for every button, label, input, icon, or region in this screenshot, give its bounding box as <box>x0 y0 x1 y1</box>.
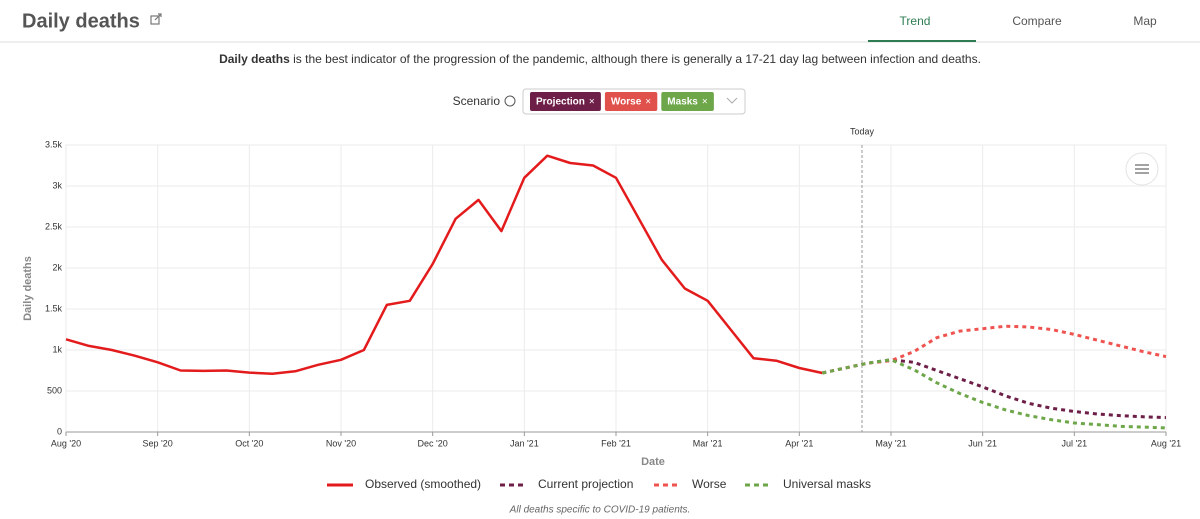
x-tick-label: Dec '20 <box>418 438 448 448</box>
scenario-chip[interactable]: Projection × <box>530 92 601 111</box>
chip-label: Worse <box>611 97 642 108</box>
y-axis-label: Daily deaths <box>22 256 34 321</box>
description-bold: Daily deaths <box>219 52 290 66</box>
x-tick-label: Jan '21 <box>510 438 539 448</box>
legend-label: Current projection <box>538 477 633 491</box>
tab[interactable]: Map <box>1133 14 1157 28</box>
series-line <box>821 358 1167 430</box>
chip-remove[interactable]: × <box>589 97 595 108</box>
legend-label: Universal masks <box>783 477 871 491</box>
y-tick-label: 0 <box>57 426 62 436</box>
x-tick-label: Aug '20 <box>51 438 81 448</box>
chip-background <box>530 92 601 111</box>
tab[interactable]: Compare <box>1012 14 1062 28</box>
chip-remove[interactable]: × <box>702 97 708 108</box>
footnote: All deaths specific to COVID-19 patients… <box>509 505 691 516</box>
chip-background <box>661 92 714 111</box>
y-tick-label: 3.5k <box>45 139 63 149</box>
description-text: is the best indicator of the progression… <box>293 52 981 66</box>
y-tick-label: 2k <box>52 262 62 272</box>
info-icon[interactable] <box>504 95 516 107</box>
settings-button[interactable] <box>1125 152 1159 186</box>
chip-remove[interactable]: × <box>645 97 651 108</box>
x-tick-label: Sep '20 <box>143 438 173 448</box>
today-label: Today <box>850 126 875 136</box>
y-tick-label: 1k <box>52 344 62 354</box>
x-tick-label: Aug '21 <box>1151 438 1181 448</box>
external-link-icon[interactable] <box>150 13 162 25</box>
x-tick-label: Feb '21 <box>601 438 631 448</box>
legend-label: Worse <box>692 477 727 491</box>
description: Daily deaths is the best indicator of th… <box>219 52 981 66</box>
tab-active-indicator <box>868 40 976 42</box>
legend-label: Observed (smoothed) <box>365 477 481 491</box>
y-tick-label: 1.5k <box>45 303 63 313</box>
y-tick-label: 500 <box>47 385 62 395</box>
series-line <box>821 358 1167 420</box>
tab[interactable]: Trend <box>900 14 931 28</box>
x-axis-label: Date <box>641 456 665 468</box>
chip-background <box>604 92 658 111</box>
select-caret <box>726 97 738 104</box>
series-line <box>65 154 823 376</box>
y-tick-label: 2.5k <box>45 221 63 231</box>
scenario-label: Scenario <box>453 94 501 108</box>
x-tick-label: Nov '20 <box>326 438 356 448</box>
x-tick-label: Jun '21 <box>968 438 997 448</box>
x-tick-label: Jul '21 <box>1061 438 1087 448</box>
x-tick-label: Mar '21 <box>693 438 723 448</box>
x-tick-label: Apr '21 <box>785 438 813 448</box>
scenario-chip[interactable]: Worse × <box>604 92 658 111</box>
chip-label: Projection <box>536 97 585 108</box>
page-title: Daily deaths <box>22 10 140 32</box>
scenario-chip[interactable]: Masks × <box>661 92 714 111</box>
y-tick-label: 3k <box>52 180 62 190</box>
x-tick-label: May '21 <box>875 438 906 448</box>
x-tick-label: Oct '20 <box>235 438 263 448</box>
chip-label: Masks <box>667 97 698 108</box>
